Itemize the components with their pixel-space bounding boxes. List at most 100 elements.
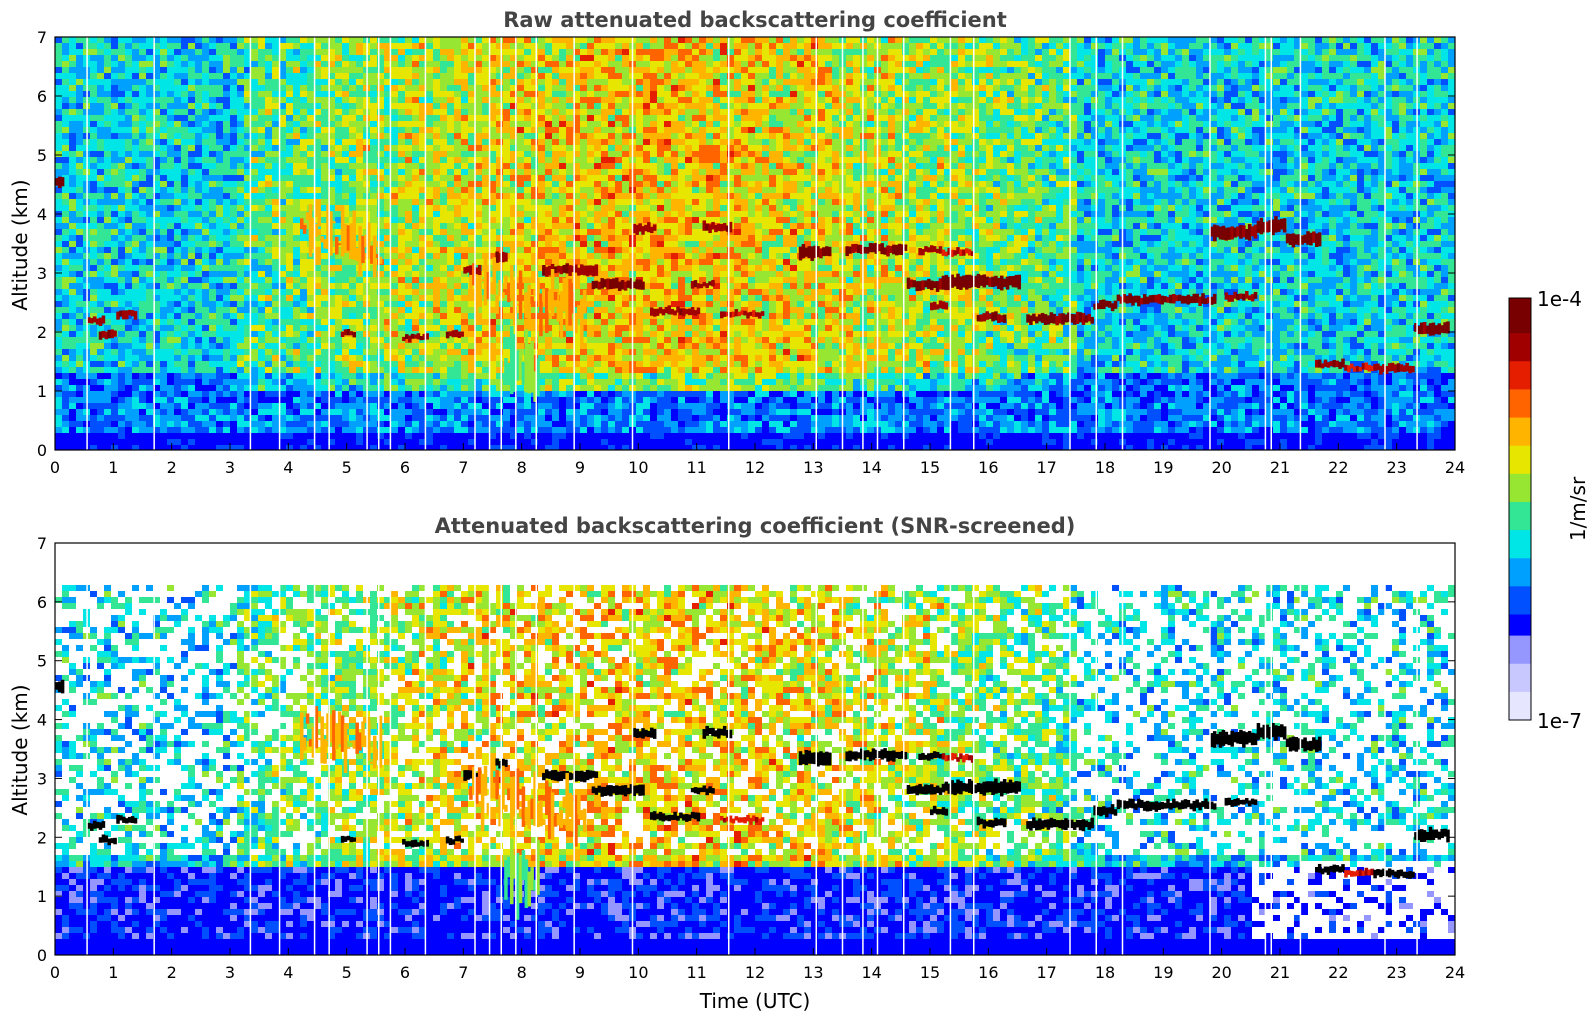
backscatter-cell — [286, 409, 293, 415]
backscatter-cell — [251, 289, 258, 295]
backscatter-cell — [314, 49, 321, 55]
backscatter-cell — [223, 391, 230, 397]
backscatter-cell — [97, 79, 104, 85]
backscatter-cell — [426, 253, 433, 259]
backscatter-cell — [174, 277, 181, 283]
backscatter-cell — [209, 109, 216, 115]
backscatter-cell — [69, 241, 76, 247]
backscatter-cell — [426, 325, 433, 331]
backscatter-cell — [195, 163, 202, 169]
backscatter-cell — [370, 427, 377, 433]
backscatter-cell — [517, 91, 524, 97]
backscatter-cell — [433, 409, 440, 415]
backscatter-cell — [146, 361, 153, 367]
backscatter-cell — [188, 397, 195, 403]
backscatter-cell — [216, 289, 223, 295]
backscatter-cell — [223, 97, 230, 103]
backscatter-cell — [167, 445, 174, 450]
backscatter-cell — [69, 145, 76, 151]
backscatter-cell — [90, 277, 97, 283]
backscatter-cell — [139, 301, 146, 307]
backscatter-cell — [216, 121, 223, 127]
backscatter-cell — [153, 115, 160, 121]
backscatter-cell — [531, 61, 538, 67]
backscatter-cell — [104, 109, 111, 115]
backscatter-cell — [503, 433, 510, 439]
backscatter-cell — [195, 205, 202, 211]
backscatter-cell — [300, 157, 307, 163]
backscatter-cell — [286, 343, 293, 349]
backscatter-cell — [482, 427, 489, 433]
backscatter-cell — [216, 301, 223, 307]
backscatter-cell — [97, 67, 104, 73]
backscatter-cell — [258, 289, 265, 295]
backscatter-cell — [328, 433, 335, 439]
backscatter-cell — [559, 91, 566, 97]
backscatter-cell — [160, 271, 167, 277]
backscatter-cell — [419, 445, 426, 450]
backscatter-cell — [426, 373, 433, 379]
backscatter-cell — [104, 43, 111, 49]
backscatter-cell — [503, 391, 510, 397]
backscatter-cell — [468, 415, 475, 421]
backscatter-cell — [314, 289, 321, 295]
backscatter-cell — [510, 193, 517, 199]
backscatter-cell — [237, 157, 244, 163]
backscatter-cell — [230, 109, 237, 115]
backscatter-cell — [440, 223, 447, 229]
backscatter-cell — [132, 235, 139, 241]
backscatter-cell — [167, 133, 174, 139]
backscatter-cell — [391, 181, 398, 187]
backscatter-cell — [307, 379, 314, 385]
backscatter-cell — [496, 85, 503, 91]
backscatter-cell — [461, 235, 468, 241]
backscatter-cell — [412, 187, 419, 193]
backscatter-cell — [230, 151, 237, 157]
backscatter-cell — [174, 319, 181, 325]
backscatter-cell — [188, 415, 195, 421]
backscatter-cell — [160, 391, 167, 397]
backscatter-cell — [475, 205, 482, 211]
backscatter-cell — [552, 409, 559, 415]
backscatter-cell — [104, 85, 111, 91]
backscatter-cell — [356, 163, 363, 169]
backscatter-cell — [552, 313, 559, 319]
backscatter-cell — [181, 343, 188, 349]
backscatter-cell — [503, 121, 510, 127]
backscatter-cell — [167, 85, 174, 91]
backscatter-cell — [69, 133, 76, 139]
backscatter-cell — [468, 439, 475, 445]
backscatter-cell — [279, 49, 286, 55]
backscatter-cell — [62, 289, 69, 295]
backscatter-cell — [195, 325, 202, 331]
backscatter-cell — [223, 85, 230, 91]
backscatter-cell — [125, 367, 132, 373]
backscatter-cell — [398, 211, 405, 217]
backscatter-cell — [223, 445, 230, 450]
backscatter-cell — [244, 91, 251, 97]
backscatter-cell — [300, 49, 307, 55]
backscatter-cell — [160, 307, 167, 313]
backscatter-cell — [195, 247, 202, 253]
backscatter-cell — [496, 343, 503, 349]
backscatter-cell — [216, 319, 223, 325]
backscatter-cell — [419, 37, 426, 43]
backscatter-cell — [272, 433, 279, 439]
backscatter-cell — [125, 115, 132, 121]
backscatter-cell — [545, 181, 552, 187]
backscatter-cell — [216, 241, 223, 247]
backscatter-cell — [447, 343, 454, 349]
backscatter-cell — [412, 103, 419, 109]
backscatter-cell — [209, 403, 216, 409]
backscatter-cell — [314, 85, 321, 91]
backscatter-cell — [356, 61, 363, 67]
backscatter-cell — [398, 109, 405, 115]
backscatter-cell — [405, 433, 412, 439]
backscatter-cell — [279, 199, 286, 205]
backscatter-cell — [524, 211, 531, 217]
backscatter-cell — [412, 271, 419, 277]
backscatter-cell — [440, 241, 447, 247]
backscatter-cell — [552, 373, 559, 379]
backscatter-cell — [468, 301, 475, 307]
backscatter-cell — [475, 169, 482, 175]
